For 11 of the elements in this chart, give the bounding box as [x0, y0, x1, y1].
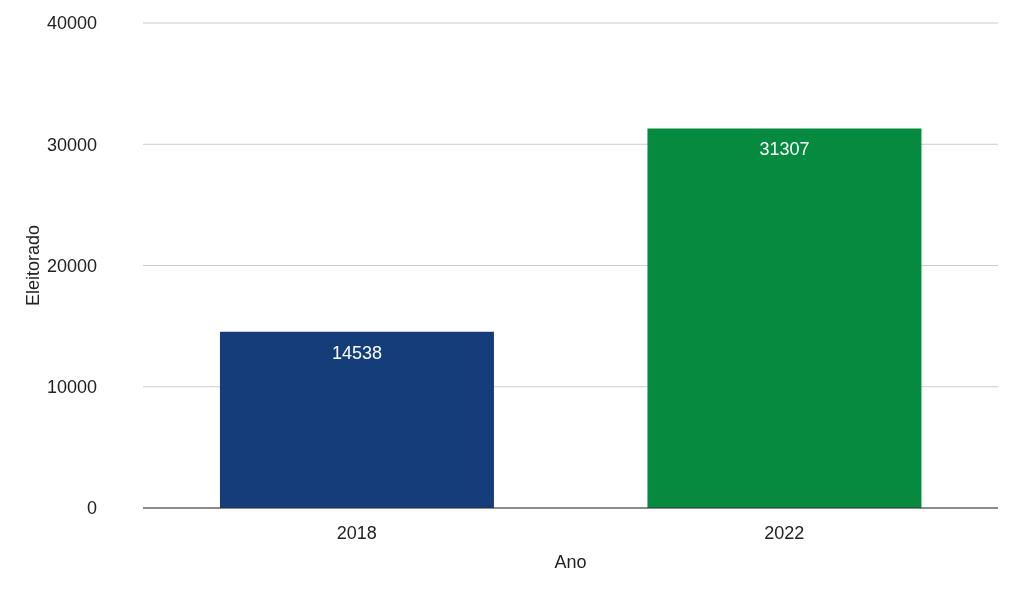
y-tick-label: 0: [86, 498, 97, 519]
y-tick-label: 30000: [46, 134, 97, 155]
data-label: 14538: [331, 342, 382, 363]
data-label: 31307: [759, 139, 810, 160]
x-axis-title: Ano: [554, 552, 587, 572]
y-axis-title: Eleitorado: [23, 224, 44, 307]
y-tick-label: 10000: [46, 377, 97, 398]
y-tick-label: 20000: [46, 255, 97, 276]
y-tick-label: 40000: [46, 13, 97, 34]
x-tick-label: 2018: [336, 522, 377, 543]
x-tick-label: 2022: [764, 522, 805, 543]
